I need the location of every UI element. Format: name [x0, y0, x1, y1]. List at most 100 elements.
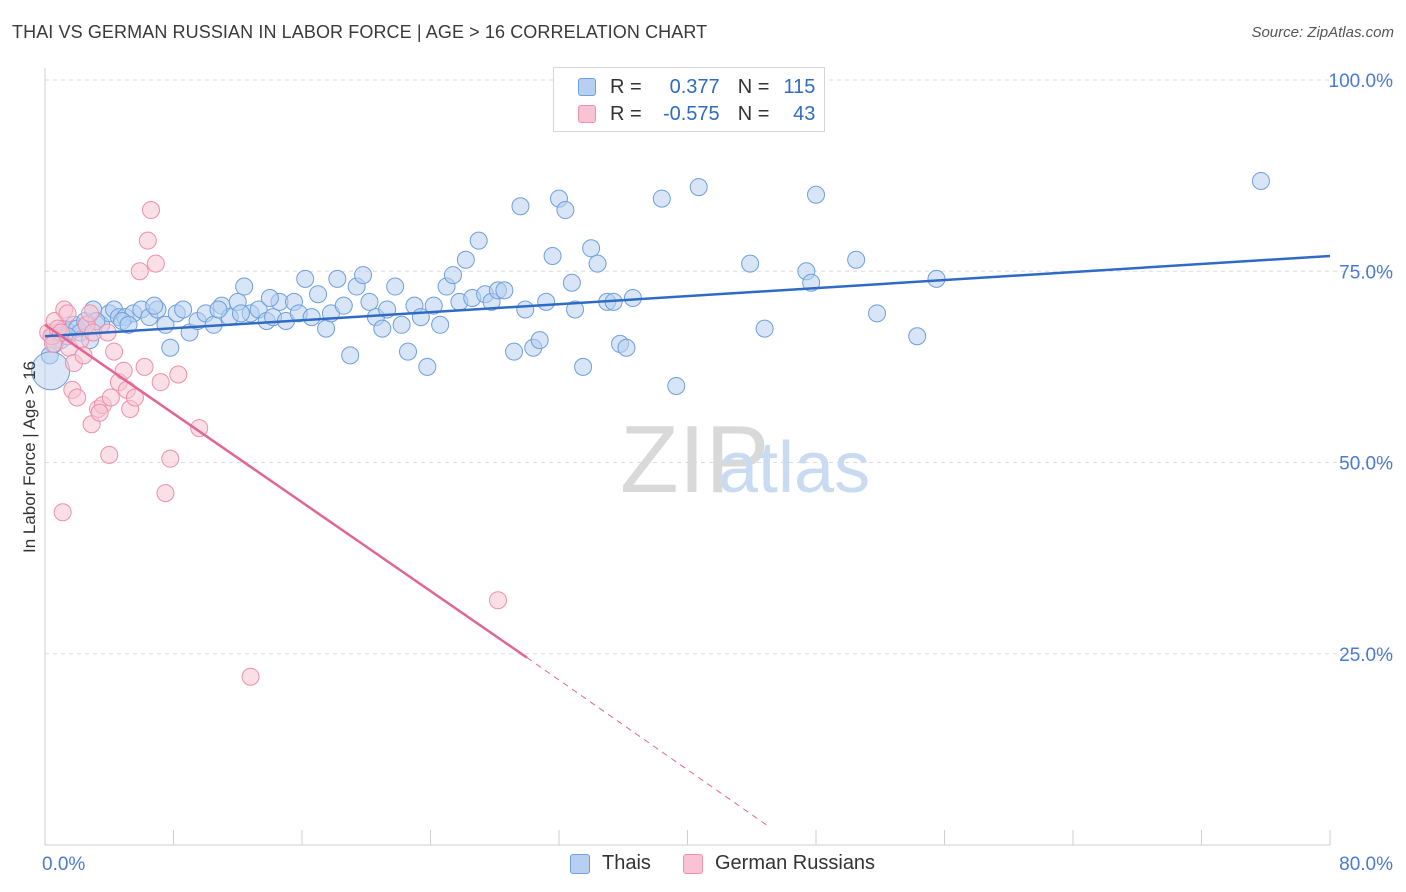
x-tick-label: 80.0% — [1339, 854, 1393, 875]
german-russians-point — [125, 388, 144, 407]
thais-point — [456, 250, 475, 269]
thais-point — [511, 197, 530, 216]
legend-row-german-russians: R = -0.575 N = 43 — [578, 101, 815, 127]
german-russians-point — [68, 388, 87, 407]
legend-n-label: N = — [737, 102, 770, 125]
thais-point — [431, 315, 450, 334]
german-russians-trend-line — [44, 323, 528, 659]
german-russians-point — [53, 503, 72, 522]
thais-point — [174, 300, 193, 319]
german-russians-point — [190, 419, 209, 438]
thais-point — [418, 357, 437, 376]
thais-point — [574, 357, 593, 376]
series-legend: Thais German Russians — [0, 852, 1406, 878]
legend-n-value: 115 — [783, 75, 816, 98]
thais-point — [562, 273, 581, 292]
thais-point — [424, 296, 443, 315]
thais-point — [566, 300, 585, 319]
legend-swatch-german-russians — [578, 105, 596, 123]
german-russians-point — [488, 591, 507, 610]
thais-point — [807, 185, 825, 204]
correlation-legend: R = 0.377 N = 115 R = -0.575 N = 43 — [553, 67, 825, 132]
german-russians-point — [142, 201, 161, 220]
thais-point — [119, 315, 138, 334]
thais-point — [755, 319, 774, 338]
thais-point — [927, 269, 946, 288]
thais-point — [354, 266, 373, 285]
thais-point — [652, 189, 671, 208]
legend-r-value: -0.575 — [662, 102, 720, 125]
legend-label-german-russians: German Russians — [715, 852, 876, 874]
trend-lines — [44, 254, 1331, 827]
german-russians-point — [135, 357, 154, 376]
german-russians-trend-extension — [526, 657, 769, 827]
legend-swatch-german-russians — [683, 853, 703, 874]
thais-point — [847, 250, 866, 269]
thais-point — [556, 201, 575, 220]
thais-point — [537, 292, 556, 311]
chart-title: THAI VS GERMAN RUSSIAN IN LABOR FORCE | … — [12, 22, 708, 42]
thais-point — [868, 304, 887, 323]
legend-swatch-thais — [570, 853, 590, 874]
scatter-points — [31, 171, 1270, 686]
german-russians-point — [169, 365, 188, 384]
thais-point — [505, 342, 524, 361]
thais-point — [309, 285, 328, 304]
thais-point — [235, 277, 254, 296]
legend-r-label: R = — [610, 102, 642, 125]
y-tick-label: 25.0% — [1339, 645, 1393, 666]
german-russians-point — [241, 667, 260, 686]
german-russians-point — [138, 231, 157, 250]
legend-r-label: R = — [610, 75, 642, 98]
german-russians-point — [156, 484, 175, 503]
thais-point — [443, 266, 462, 285]
legend-n-value: 43 — [793, 102, 816, 125]
thais-point — [617, 338, 636, 357]
thais-point — [582, 239, 601, 258]
thais-point — [741, 254, 760, 273]
y-tick-label: 75.0% — [1339, 262, 1393, 283]
thais-point — [161, 338, 180, 357]
german-russians-point — [105, 342, 124, 361]
x-tick-label: 0.0% — [42, 854, 85, 875]
y-tick-label: 50.0% — [1339, 454, 1393, 475]
thais-point — [260, 289, 279, 308]
legend-n-label: N = — [737, 75, 770, 98]
thais-point — [469, 231, 488, 250]
thais-point — [231, 304, 250, 323]
thais-point — [392, 315, 411, 334]
thais-point — [317, 319, 336, 338]
thais-point — [360, 292, 379, 311]
y-axis-title: In Labor Force | Age > 16 — [20, 361, 39, 553]
y-tick-label: 100.0% — [1329, 71, 1394, 92]
thais-trend-line — [44, 254, 1331, 338]
german-russians-point — [146, 254, 165, 273]
german-russians-point — [130, 262, 149, 281]
source-text: Source: ZipAtlas.com — [1251, 24, 1394, 41]
thais-point — [386, 277, 405, 296]
thais-point — [543, 246, 562, 265]
legend-item-thais[interactable]: Thais — [570, 852, 651, 875]
thais-point — [334, 296, 353, 315]
thais-point — [373, 319, 392, 338]
thais-point — [689, 178, 708, 197]
german-russians-point — [114, 361, 133, 380]
german-russians-point — [74, 346, 93, 365]
thais-point — [667, 377, 686, 395]
thais-point — [495, 281, 514, 300]
legend-swatch-thais — [578, 78, 596, 96]
german-russians-point — [80, 304, 99, 323]
grid-lines — [45, 79, 1393, 655]
axes — [44, 68, 1331, 846]
german-russians-point — [151, 373, 170, 392]
legend-item-german-russians[interactable]: German Russians — [683, 852, 875, 875]
thais-point — [516, 300, 535, 319]
thais-point — [1251, 171, 1270, 190]
watermark-atlas: atlas — [718, 428, 870, 508]
german-russians-point — [90, 403, 109, 422]
thais-point — [145, 296, 164, 315]
german-russians-point — [101, 388, 120, 407]
thais-point — [399, 342, 418, 361]
thais-point — [530, 331, 549, 350]
